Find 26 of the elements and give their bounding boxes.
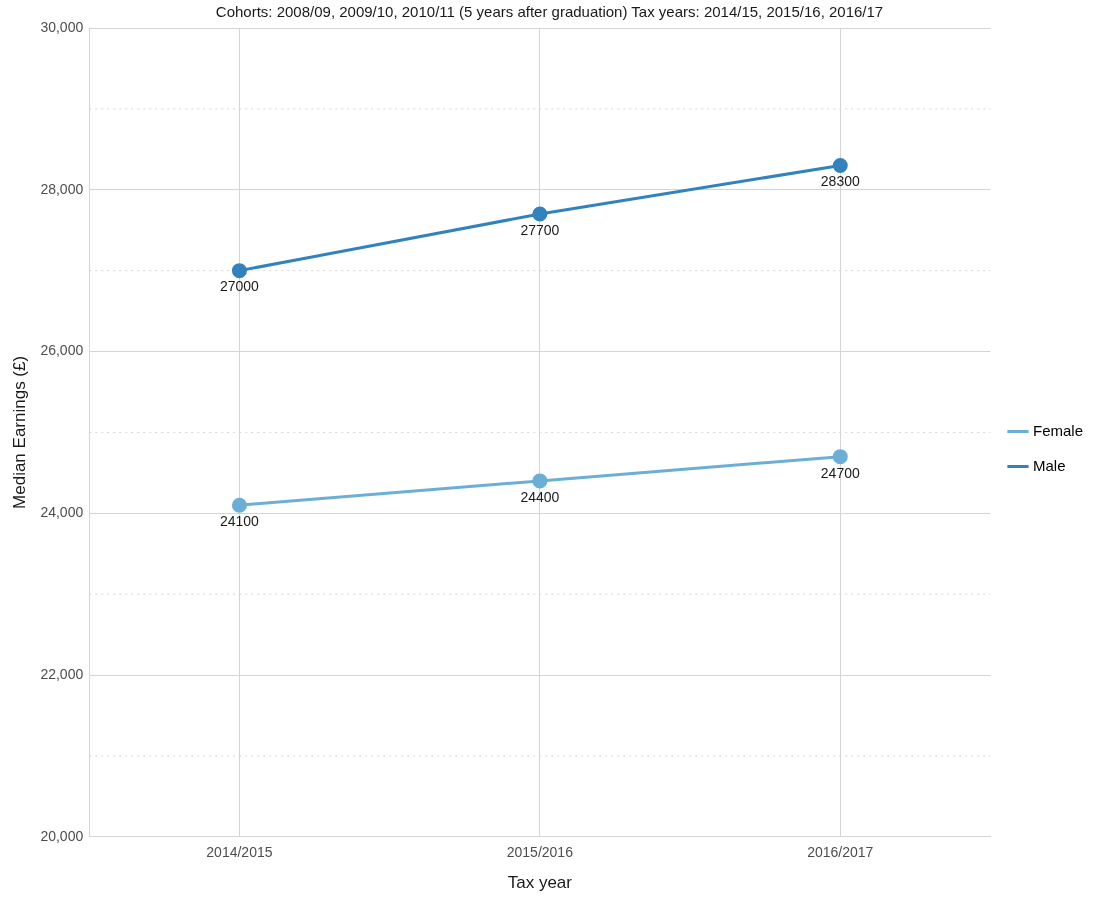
legend-label: Male <box>1032 456 1066 474</box>
point <box>231 263 247 279</box>
y-axis-title: Median Earnings (£) <box>9 355 29 509</box>
data-label: 28300 <box>820 173 860 190</box>
y-tick-label: 28,000 <box>40 180 84 197</box>
y-tick-label: 22,000 <box>40 665 84 682</box>
data-label: 27000 <box>219 278 260 295</box>
legend-label: Female <box>1032 421 1084 439</box>
x-tick-label: 2016/2017 <box>807 844 874 861</box>
point <box>532 206 548 222</box>
y-tick-label: 30,000 <box>40 18 84 35</box>
data-label: 24100 <box>219 513 260 530</box>
y-tick-label: 20,000 <box>40 827 84 844</box>
data-label: 24400 <box>520 488 560 505</box>
point <box>832 158 848 173</box>
point <box>532 473 548 489</box>
y-tick-label: 24,000 <box>40 504 84 521</box>
point <box>832 449 848 465</box>
x-axis-title: Tax year <box>507 873 573 893</box>
x-tick-label: 2014/2015 <box>206 844 273 861</box>
data-label: 27700 <box>520 221 560 238</box>
point <box>231 497 247 513</box>
x-tick-label: 2015/2016 <box>506 844 574 861</box>
chart-subtitle: Cohorts: 2008/09, 2009/10, 2010/11 (5 years after graduation) Tax years: 2014/15, 2015/16, 2016/17 <box>215 3 884 21</box>
data-label: 24700 <box>820 464 860 481</box>
y-tick-label: 26,000 <box>40 342 84 359</box>
